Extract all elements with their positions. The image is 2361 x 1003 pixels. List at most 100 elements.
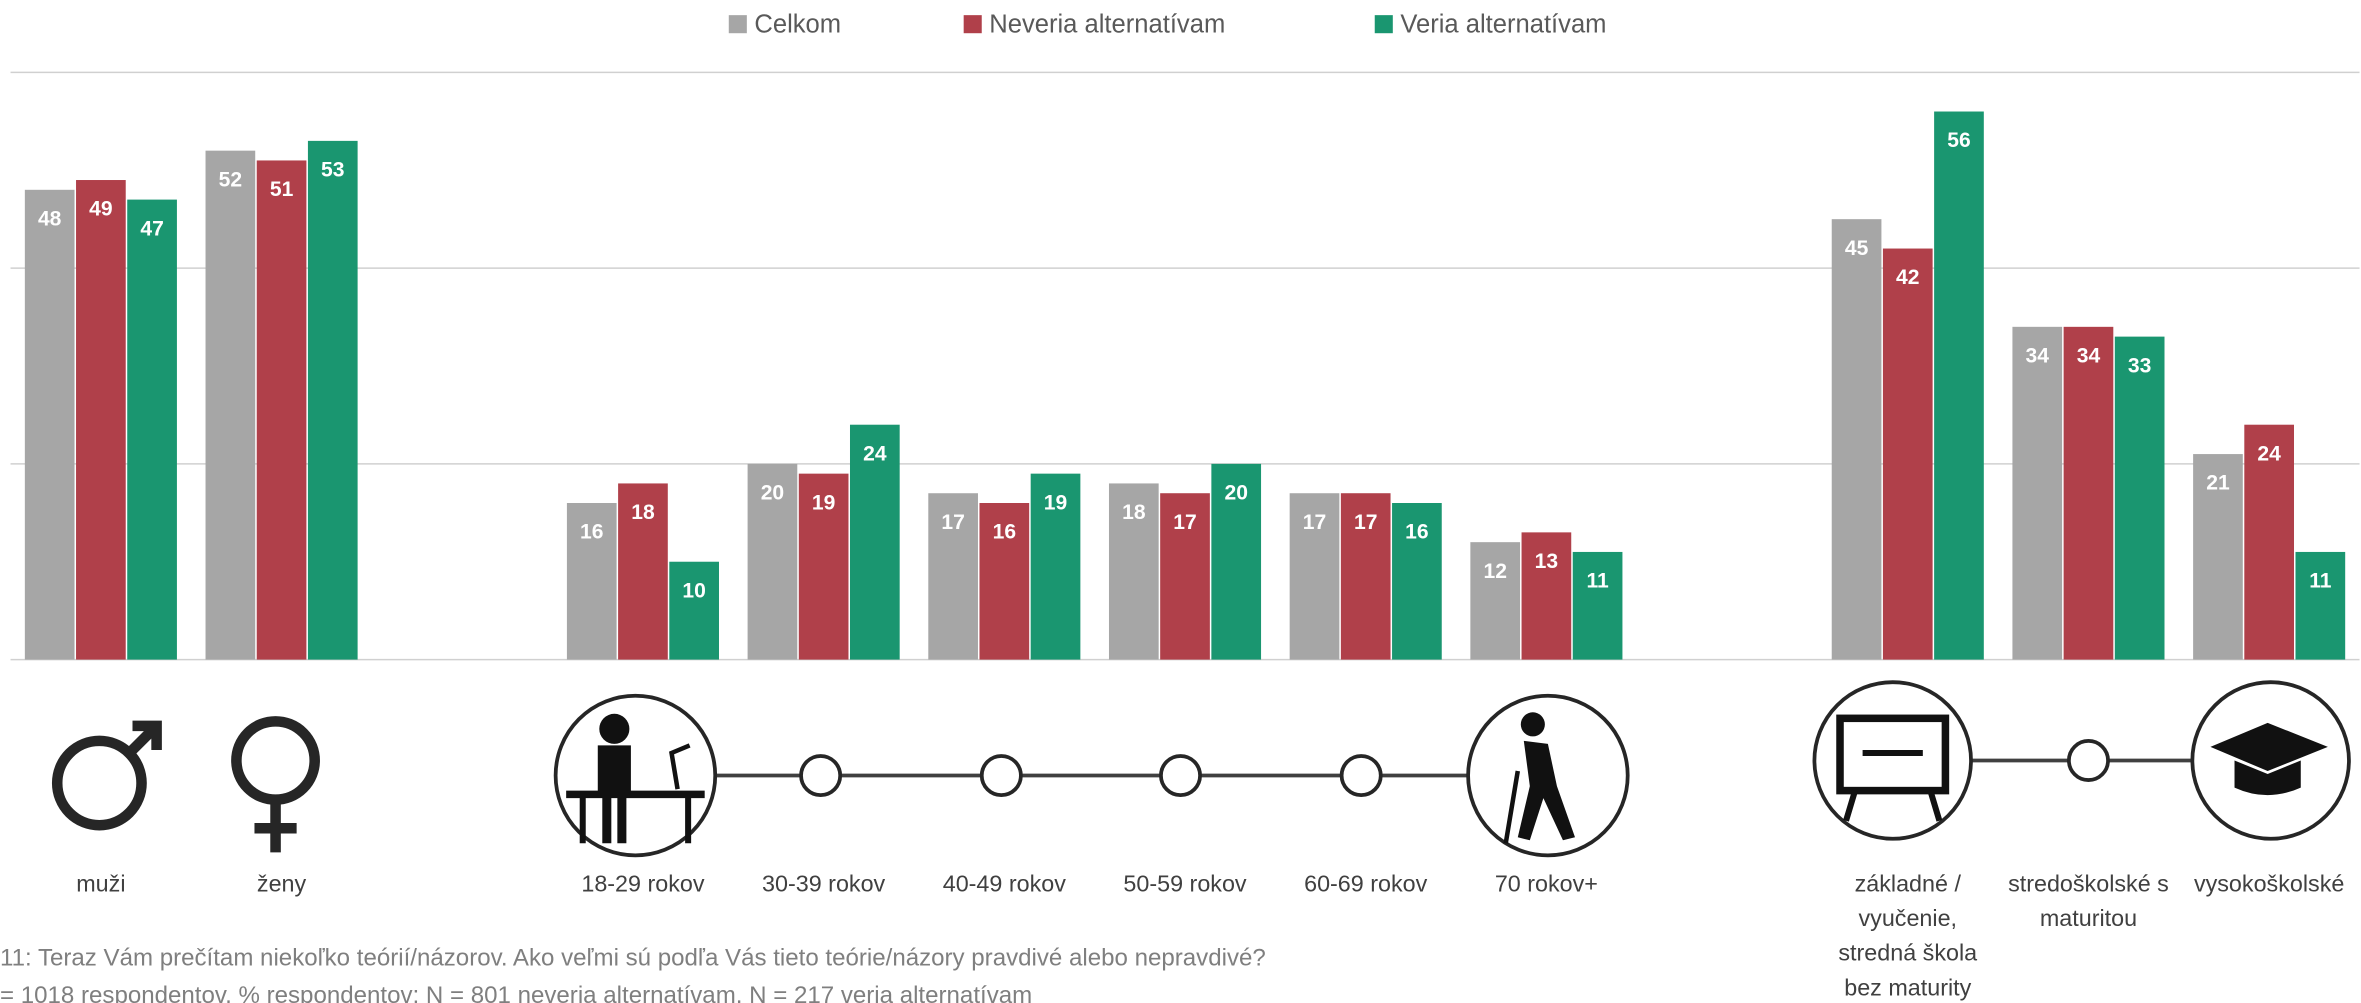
bar [2063,326,2114,660]
value-label: 13 [1535,550,1558,573]
icons [51,680,2351,858]
bar [1289,493,1340,660]
board [1836,714,1950,795]
value-label: 19 [1044,491,1067,514]
bar [1934,111,1984,660]
value-label: 16 [580,521,603,544]
value-label: 11 [2309,570,2332,593]
value-label: 48 [38,207,62,230]
value-label: 19 [812,491,835,514]
bar [2244,424,2294,660]
legend-swatch [728,15,747,34]
age-dot [1159,754,1202,798]
bar [2114,336,2165,660]
x-tick-label: 50-59 rokov [1123,871,1247,897]
bar [256,160,307,660]
bar [1392,503,1442,660]
value-label: 18 [631,501,655,524]
bar [618,483,668,660]
bar [1470,542,1521,660]
value-label: 18 [1122,501,1146,524]
bar [24,189,75,660]
head [599,713,630,744]
male-icon [51,735,147,831]
value-label: 53 [321,159,344,182]
bar [2193,454,2243,660]
bar [2295,551,2346,660]
legend-swatch [963,15,982,34]
x-tick-label: 18-29 rokov [581,871,705,897]
value-label: 24 [2257,442,2281,465]
bar [307,140,358,660]
x-tick-label: ženy [257,871,307,897]
value-label: 16 [1405,521,1428,544]
bar [76,180,126,660]
footnote: = 1018 respondentov, % respondentov; N =… [0,982,1032,1003]
value-label: 20 [1224,482,1247,505]
female-icon [231,716,320,805]
value-label: 34 [2077,345,2101,368]
old-body [1517,740,1576,841]
x-tick-label: 70 rokov+ [1495,871,1598,897]
legend-swatch [1374,15,1393,34]
bar [849,424,900,660]
legend-label: Celkom [754,10,841,38]
bar [127,199,177,660]
footnote: 11: Teraz Vám prečítam niekoľko teórií/n… [0,945,1266,972]
female-cross [254,799,297,853]
age-dot [979,754,1023,798]
x-tick-label: muži [76,871,125,897]
x-tick-label: 30-39 rokov [762,871,886,897]
edu-dot [2067,739,2110,782]
value-label: 49 [89,198,112,221]
age-dot [799,754,843,798]
bar [1882,248,1933,660]
value-label: 47 [140,217,163,240]
value-label: 17 [1303,511,1326,534]
lamp [669,743,691,790]
board-stand [1843,749,1943,822]
bar [1521,532,1572,660]
bar [2012,326,2063,660]
value-label: 52 [219,168,242,191]
bar [205,150,256,660]
bar [798,473,849,660]
legend-label: Veria alternatívam [1400,10,1606,38]
old-head [1520,712,1545,737]
bar [979,503,1030,660]
value-label: 17 [1173,511,1196,534]
x-tick-label: stredoškolské s maturitou [2008,871,2169,932]
value-label: 12 [1483,560,1506,583]
value-label: 56 [1947,129,1970,152]
value-label: 17 [1354,511,1377,534]
desk [566,745,705,844]
x-tick-label: 40-49 rokov [943,871,1067,897]
value-label: 21 [2206,472,2230,495]
value-label: 51 [270,178,294,201]
bar [1831,219,1882,660]
value-label: 16 [993,521,1016,544]
bar [1340,493,1391,660]
bar [747,463,798,660]
bar [1572,551,1623,660]
bar [928,493,978,660]
bar [1160,493,1210,660]
legend-label: Neveria alternatívam [989,10,1225,38]
value-label: 45 [1845,237,1869,260]
value-label: 42 [1896,266,1919,289]
value-label: 20 [761,482,784,505]
value-label: 24 [863,442,887,465]
cane [1503,770,1521,844]
value-label: 34 [2026,345,2050,368]
cap [2210,722,2328,796]
x-tick-label: základné / vyučenie, stredná škola bez matu… [1838,871,1977,1001]
x-tick-label: vysokoškolské [2194,871,2344,897]
bar [669,561,719,660]
age-dot [1339,754,1383,798]
value-label: 10 [682,579,705,602]
value-label: 33 [2128,354,2151,377]
bar [1030,473,1081,660]
x-tick-label: 60-69 rokov [1304,871,1428,897]
bar [1211,463,1262,660]
